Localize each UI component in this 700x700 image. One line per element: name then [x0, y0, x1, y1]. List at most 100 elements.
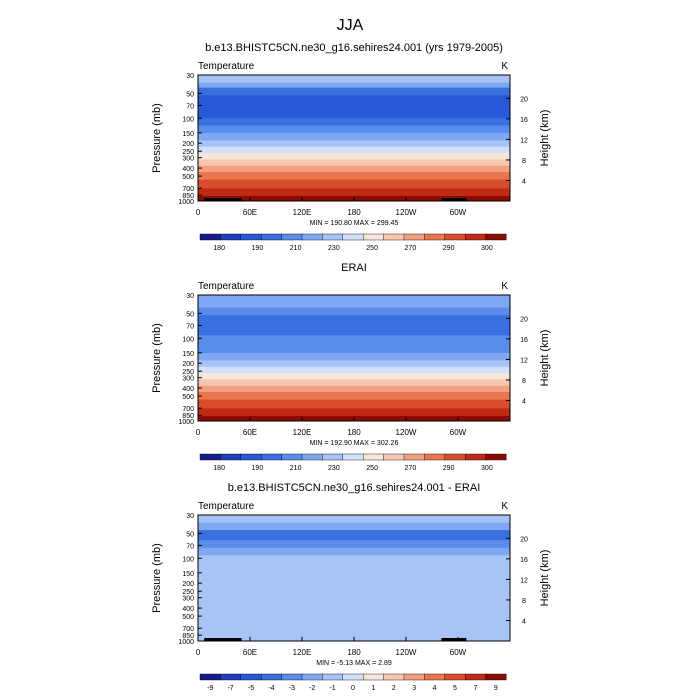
y-tick-label: 70 [186, 103, 194, 110]
y-right-tick-label: 20 [520, 96, 528, 103]
y-tick-label: 50 [186, 91, 194, 98]
contour-band [198, 95, 510, 119]
terrain-mask [222, 638, 242, 641]
colorbar-label: 190 [252, 465, 264, 472]
y-tick-label: 200 [182, 361, 194, 368]
colorbar-swatch [240, 453, 262, 461]
contour-band [198, 179, 510, 189]
x-tick-label: 60W [450, 208, 467, 217]
y-tick-label: 300 [182, 156, 194, 163]
y-tick-label: 70 [186, 543, 194, 550]
colorbar-swatch [220, 453, 242, 461]
panel-1: b.e13.BHISTC5CN.ne30_g16.sehires24.001 (… [151, 42, 551, 252]
colorbar-swatch [322, 453, 344, 461]
contour-band [198, 392, 510, 401]
y-right-tick-label: 4 [522, 178, 526, 185]
y-right-tick-label: 4 [522, 398, 526, 405]
colorbar-swatch [342, 453, 364, 461]
contour-band [198, 146, 510, 154]
contour-band [198, 373, 510, 380]
y-right-tick-label: 12 [520, 137, 528, 144]
colorbar-label: 290 [443, 245, 455, 252]
x-tick-label: 0 [196, 648, 201, 657]
colorbar-label: 180 [213, 245, 225, 252]
colorbar-swatch [485, 673, 507, 681]
x-tick-label: 0 [196, 428, 201, 437]
contour-band [198, 165, 510, 173]
colorbar-swatch [281, 673, 303, 681]
contour-band [198, 345, 510, 354]
terrain-mask [204, 198, 236, 201]
colorbar-swatch [424, 233, 446, 241]
colorbar-swatch [322, 673, 344, 681]
x-tick-label: 60E [243, 428, 257, 437]
terrain-mask [441, 198, 467, 201]
colorbar-label: 1 [371, 685, 375, 692]
y-right-tick-label: 20 [520, 316, 528, 323]
colorbar-swatch [342, 233, 364, 241]
y-right-tick-label: 4 [522, 618, 526, 625]
colorbar-swatch [301, 673, 323, 681]
contour-band [198, 522, 510, 531]
colorbar-label: -5 [248, 685, 254, 692]
colorbar-label: 270 [405, 465, 417, 472]
y-tick-label: 1000 [178, 419, 194, 426]
colorbar-label: 7 [473, 685, 477, 692]
y-tick-label: 850 [182, 413, 194, 420]
x-tick-label: 120E [293, 648, 312, 657]
y-tick-label: 250 [182, 369, 194, 376]
colorbar-label: 300 [481, 245, 493, 252]
colorbar-label: 210 [290, 465, 302, 472]
colorbar-label: 290 [443, 465, 455, 472]
colorbar-label: -9 [207, 685, 213, 692]
panel-units-label: K [501, 61, 508, 72]
contour-band [198, 379, 510, 387]
colorbar-swatch [465, 673, 487, 681]
colorbar-swatch [444, 673, 466, 681]
y-tick-label: 300 [182, 596, 194, 603]
colorbar-label: 4 [433, 685, 437, 692]
panel-title: b.e13.BHISTC5CN.ne30_g16.sehires24.001 -… [228, 482, 481, 494]
colorbar-swatch [281, 233, 303, 241]
panel-title: b.e13.BHISTC5CN.ne30_g16.sehires24.001 (… [205, 42, 503, 54]
y-tick-label: 850 [182, 633, 194, 640]
contour-band [198, 352, 510, 362]
contour-band [198, 360, 510, 368]
colorbar-label: -2 [309, 685, 315, 692]
colorbar-swatch [199, 673, 221, 681]
contour-band [198, 571, 510, 623]
colorbar-swatch [199, 453, 221, 461]
colorbar-swatch [363, 233, 385, 241]
contour-band [198, 530, 510, 541]
y-tick-label: 30 [186, 293, 194, 300]
colorbar-swatch [383, 673, 405, 681]
colorbar-swatch [301, 233, 323, 241]
colorbar-label: 3 [412, 685, 416, 692]
y-tick-label: 700 [182, 406, 194, 413]
x-tick-label: 120W [396, 208, 417, 217]
x-tick-label: 60W [450, 428, 467, 437]
stats-label: MIN = 190.80 MAX = 299.45 [310, 220, 399, 227]
colorbar-swatch [403, 233, 425, 241]
contour-band [198, 140, 510, 148]
colorbar-swatch [465, 233, 487, 241]
contour-band [198, 117, 510, 126]
contour-band [198, 82, 510, 89]
y-tick-label: 400 [182, 166, 194, 173]
colorbar-swatch [383, 453, 405, 461]
y-tick-label: 30 [186, 513, 194, 520]
colorbar-swatch [403, 673, 425, 681]
y-tick-label: 200 [182, 141, 194, 148]
y-tick-label: 30 [186, 73, 194, 80]
colorbar-label: -1 [329, 685, 335, 692]
y-tick-label: 400 [182, 606, 194, 613]
colorbar-label: 180 [213, 465, 225, 472]
y-right-axis-title: Height (km) [539, 330, 551, 387]
y-tick-label: 100 [182, 336, 194, 343]
y-axis-title: Pressure (mb) [151, 323, 163, 393]
terrain-mask [222, 198, 242, 201]
colorbar-swatch [220, 233, 242, 241]
contour-band [198, 515, 510, 524]
y-tick-label: 500 [182, 614, 194, 621]
colorbar-swatch [261, 673, 283, 681]
